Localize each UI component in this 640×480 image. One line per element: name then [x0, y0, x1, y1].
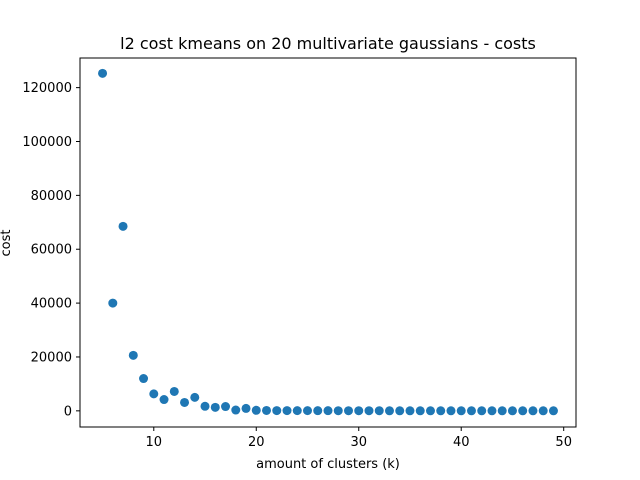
- data-point: [169, 386, 179, 396]
- data-point: [262, 405, 272, 415]
- data-point: [354, 406, 364, 416]
- x-axis-label: amount of clusters (k): [256, 457, 400, 472]
- data-point: [364, 406, 374, 416]
- x-tick-label: 30: [350, 435, 367, 450]
- data-point: [159, 395, 169, 405]
- x-tick-label: 10: [146, 435, 163, 450]
- data-point: [425, 406, 435, 416]
- data-point: [446, 406, 456, 416]
- data-point: [251, 405, 261, 415]
- y-tick-label: 100000: [22, 135, 72, 150]
- data-point: [292, 406, 302, 416]
- data-point: [487, 406, 497, 416]
- data-point: [128, 350, 138, 360]
- data-point: [98, 68, 108, 78]
- data-point: [333, 406, 343, 416]
- y-tick-label: 40000: [31, 297, 72, 312]
- data-point: [303, 406, 312, 416]
- data-point: [384, 406, 394, 416]
- data-point: [415, 406, 425, 416]
- data-point: [436, 406, 446, 416]
- data-point: [548, 406, 558, 416]
- data-point: [538, 406, 548, 416]
- y-tick-label: 20000: [31, 350, 72, 365]
- data-point: [395, 406, 405, 416]
- data-point: [323, 406, 333, 416]
- chart-title: l2 cost kmeans on 20 multivariate gaussi…: [120, 34, 536, 53]
- data-point: [497, 406, 507, 416]
- data-point: [528, 406, 538, 416]
- data-point: [282, 406, 292, 416]
- y-tick-label: 60000: [31, 243, 72, 258]
- data-point: [180, 397, 190, 407]
- data-point: [149, 389, 159, 399]
- data-points: [98, 68, 558, 416]
- data-point: [272, 406, 282, 416]
- y-axis-label: cost: [0, 230, 14, 257]
- data-point: [221, 402, 231, 412]
- data-point: [200, 401, 210, 411]
- data-point: [374, 406, 384, 416]
- data-point: [456, 406, 466, 416]
- y-tick-label: 80000: [31, 189, 72, 204]
- y-tick-label: 0: [64, 404, 72, 419]
- plot-frame: [79, 57, 577, 428]
- data-point: [466, 406, 476, 416]
- x-tick-label: 40: [453, 435, 470, 450]
- data-point: [241, 403, 251, 413]
- data-point: [210, 402, 220, 412]
- y-axis-ticks: 0 20000 40000 60000 80000 100000 120000: [22, 81, 80, 419]
- data-point: [139, 374, 149, 384]
- data-point: [344, 406, 353, 416]
- data-point: [405, 406, 415, 416]
- data-point: [190, 392, 200, 402]
- data-point: [507, 406, 517, 416]
- data-point: [231, 405, 241, 415]
- data-point: [313, 406, 323, 416]
- y-tick-label: 120000: [22, 81, 72, 96]
- data-point: [118, 221, 128, 231]
- x-axis-ticks: 10 20 30 40 50: [146, 427, 572, 450]
- plot-area: [79, 57, 577, 428]
- data-point: [108, 298, 118, 308]
- x-tick-label: 20: [248, 435, 265, 450]
- data-point: [477, 406, 487, 416]
- x-tick-label: 50: [555, 435, 572, 450]
- data-point: [518, 406, 528, 416]
